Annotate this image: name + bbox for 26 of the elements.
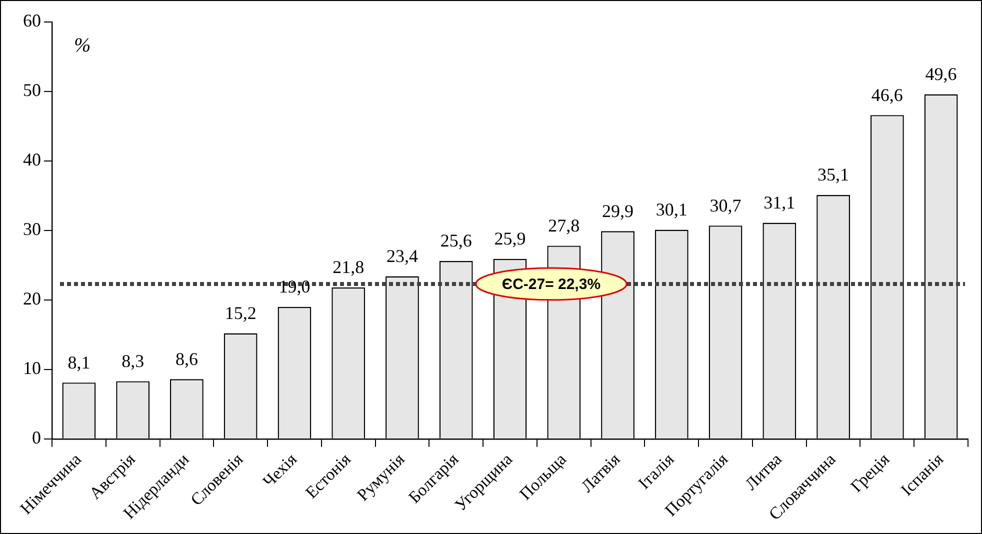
data-label: 46,6 — [871, 84, 903, 105]
data-label: 30,1 — [656, 199, 688, 220]
data-label: 35,1 — [818, 164, 850, 185]
data-label: 49,6 — [925, 64, 957, 84]
data-label: 23,4 — [386, 246, 418, 266]
data-label: 21,8 — [332, 257, 364, 278]
y-tick-label: 50 — [23, 80, 41, 100]
data-label: 25,6 — [440, 230, 472, 251]
data-label: 27,8 — [548, 215, 580, 236]
y-axis-title: % — [74, 34, 91, 56]
data-label: 31,1 — [764, 192, 796, 213]
y-tick-label: 10 — [23, 358, 41, 378]
data-label: 15,2 — [224, 303, 256, 324]
y-tick-label: 0 — [32, 428, 41, 448]
y-tick-label: 30 — [23, 219, 41, 240]
y-tick-label: 40 — [23, 150, 41, 170]
data-label: 8,6 — [175, 348, 198, 369]
y-tick-label: 60 — [23, 10, 41, 31]
data-label: 8,3 — [122, 350, 144, 371]
data-label: 30,7 — [710, 195, 742, 216]
data-label: 29,9 — [602, 200, 634, 221]
data-label: 8,1 — [68, 352, 90, 372]
data-label: 19,0 — [278, 276, 310, 297]
data-label: 25,9 — [494, 228, 526, 249]
ref-line-label: ЄС-27= 22,3% — [502, 276, 601, 294]
y-tick-label: 20 — [23, 288, 41, 309]
